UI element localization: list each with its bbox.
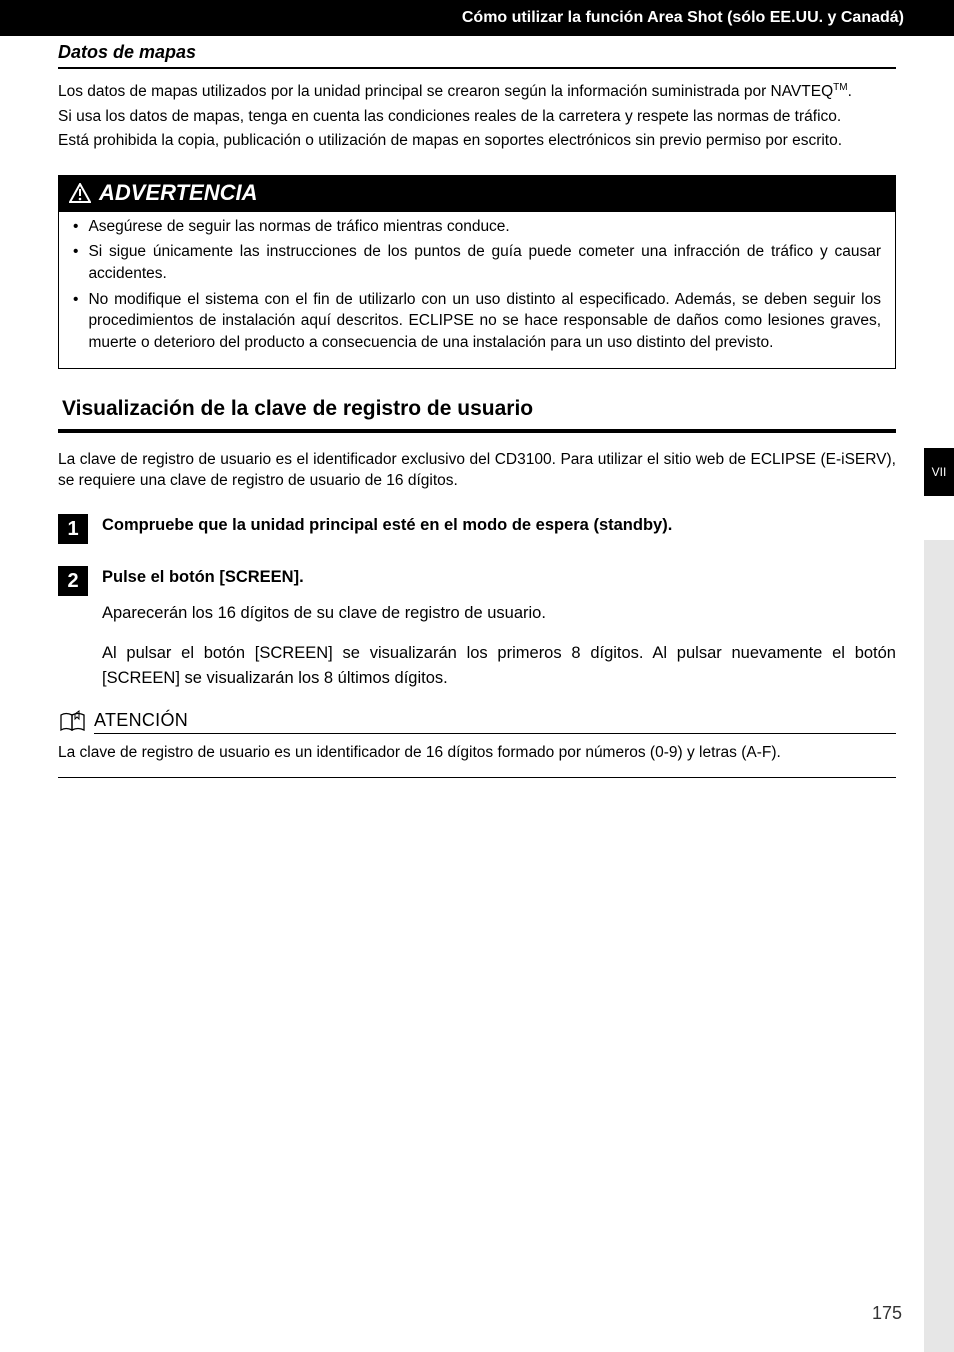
map-p3: Está prohibida la copia, publicación o u… <box>58 130 896 152</box>
warning-title-text: ADVERTENCIA <box>99 180 258 206</box>
map-p1: Los datos de mapas utilizados por la uni… <box>58 81 896 104</box>
chapter-tab: VII <box>924 448 954 496</box>
header-bar: Cómo utilizar la función Area Shot (sólo… <box>0 0 954 36</box>
side-strip <box>924 540 954 1352</box>
atencion-label: ATENCIÓN <box>94 710 896 734</box>
step-1: 1 Compruebe que la unidad principal esté… <box>58 514 896 544</box>
warning-item: • No modifique el sistema con el fin de … <box>73 289 881 354</box>
step-2: 2 Pulse el botón [SCREEN]. Aparecerán lo… <box>58 566 896 692</box>
registration-heading: Visualización de la clave de registro de… <box>58 397 896 433</box>
step-title: Pulse el botón [SCREEN]. <box>102 568 896 587</box>
step-number-badge: 2 <box>58 566 88 596</box>
map-p2: Si usa los datos de mapas, tenga en cuen… <box>58 106 896 128</box>
warning-triangle-icon <box>69 183 91 203</box>
warning-title-bar: ADVERTENCIA <box>59 176 895 212</box>
step-number-badge: 1 <box>58 514 88 544</box>
step-body: Pulse el botón [SCREEN]. Aparecerán los … <box>102 566 896 692</box>
warning-item-text: No modifique el sistema con el fin de ut… <box>88 289 881 354</box>
tm-mark: TM <box>833 82 847 93</box>
warning-item-text: Si sigue únicamente las instrucciones de… <box>88 241 881 284</box>
registration-intro: La clave de registro de usuario es el id… <box>58 449 896 492</box>
header-title: Cómo utilizar la función Area Shot (sólo… <box>462 9 904 27</box>
warning-item-text: Asegúrese de seguir las normas de tráfic… <box>88 216 881 238</box>
warning-item: • Si sigue únicamente las instrucciones … <box>73 241 881 284</box>
step-title: Compruebe que la unidad principal esté e… <box>102 516 896 535</box>
atencion-heading-row: ATENCIÓN <box>58 710 896 734</box>
bullet-icon: • <box>73 216 78 238</box>
book-icon <box>58 710 88 734</box>
bullet-icon: • <box>73 289 78 354</box>
warning-list: • Asegúrese de seguir las normas de tráf… <box>59 212 895 368</box>
page-number: 175 <box>872 1303 902 1324</box>
page-content: Datos de mapas Los datos de mapas utiliz… <box>0 36 954 778</box>
map-data-heading: Datos de mapas <box>58 42 896 69</box>
map-p1a: Los datos de mapas utilizados por la uni… <box>58 83 833 100</box>
map-p1b: . <box>848 83 852 100</box>
warning-box: ADVERTENCIA • Asegúrese de seguir las no… <box>58 175 896 369</box>
atencion-text: La clave de registro de usuario es un id… <box>58 742 896 779</box>
map-data-body: Los datos de mapas utilizados por la uni… <box>58 81 896 153</box>
step-text-2: Al pulsar el botón [SCREEN] se visualiza… <box>102 641 896 692</box>
warning-item: • Asegúrese de seguir las normas de tráf… <box>73 216 881 238</box>
step-text-1: Aparecerán los 16 dígitos de su clave de… <box>102 601 896 627</box>
bullet-icon: • <box>73 241 78 284</box>
step-body: Compruebe que la unidad principal esté e… <box>102 514 896 544</box>
